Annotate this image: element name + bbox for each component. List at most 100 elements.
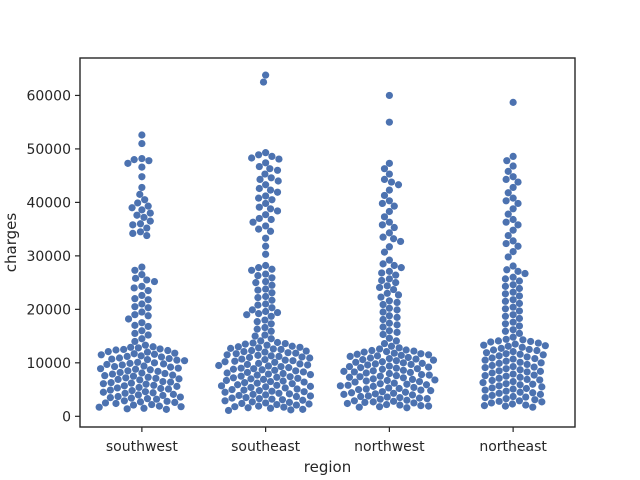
data-point-northwest — [429, 356, 438, 364]
data-point-northeast — [488, 361, 496, 370]
data-point-southeast — [292, 349, 300, 357]
data-point-southwest — [166, 378, 175, 386]
data-point-northwest — [399, 359, 407, 367]
data-point-northeast — [515, 277, 524, 285]
data-point-southwest — [144, 287, 152, 295]
data-point-southeast — [255, 344, 263, 352]
data-point-southeast — [255, 395, 263, 403]
data-point-northeast — [504, 167, 512, 175]
data-point-northwest — [392, 364, 400, 372]
data-point-northeast — [516, 350, 524, 358]
data-point-northwest — [392, 357, 400, 365]
data-point-southeast — [267, 320, 275, 328]
data-point-northwest — [340, 390, 348, 398]
data-point-southwest — [171, 398, 179, 406]
data-point-northeast — [515, 307, 524, 315]
data-point-southeast — [262, 399, 270, 407]
data-point-southeast — [268, 387, 276, 395]
data-point-northwest — [385, 243, 393, 251]
data-point-southwest — [131, 365, 140, 373]
data-point-northwest — [380, 339, 389, 348]
data-point-northwest — [379, 315, 387, 324]
data-point-northwest — [366, 354, 375, 362]
data-point-northeast — [509, 237, 517, 245]
data-point-northeast — [509, 98, 517, 106]
data-point-northwest — [422, 381, 431, 389]
data-point-southwest — [136, 220, 145, 228]
data-point-southwest — [110, 362, 119, 371]
data-point-northwest — [390, 223, 398, 232]
data-point-northeast — [509, 303, 517, 311]
data-point-northeast — [515, 292, 524, 300]
data-point-northeast — [521, 269, 529, 278]
data-point-northwest — [408, 375, 417, 383]
data-point-southeast — [243, 311, 251, 319]
data-point-southwest — [140, 404, 148, 412]
data-point-northwest — [379, 300, 387, 309]
data-point-southeast — [262, 242, 270, 250]
data-point-northwest — [380, 175, 389, 183]
data-point-southeast — [248, 154, 256, 162]
data-point-southeast — [261, 348, 269, 356]
data-point-northwest — [397, 264, 405, 272]
data-point-southeast — [271, 366, 279, 374]
data-point-southwest — [136, 190, 144, 198]
data-point-northwest — [385, 256, 393, 264]
data-point-southwest — [138, 139, 146, 148]
data-point-southeast — [244, 404, 252, 412]
data-point-northeast — [509, 205, 517, 213]
data-point-northeast — [502, 380, 510, 388]
data-point-northeast — [488, 384, 496, 392]
data-point-northeast — [523, 353, 531, 361]
data-point-northwest — [380, 191, 389, 200]
data-point-southeast — [262, 285, 270, 293]
data-point-northwest — [427, 387, 435, 395]
data-point-southwest — [138, 327, 146, 335]
data-point-southwest — [99, 388, 107, 396]
data-point-southeast — [229, 365, 238, 373]
data-point-northwest — [415, 394, 424, 402]
data-point-southeast — [275, 155, 283, 163]
data-points — [95, 71, 549, 415]
data-point-northwest — [417, 402, 425, 410]
data-point-southeast — [254, 272, 262, 280]
data-point-northeast — [488, 376, 496, 385]
data-point-southeast — [275, 389, 283, 397]
data-point-northwest — [375, 283, 384, 292]
data-point-southeast — [267, 215, 275, 224]
data-point-southwest — [130, 350, 138, 358]
data-point-southwest — [114, 392, 122, 401]
data-point-southwest — [150, 350, 159, 358]
data-point-northwest — [383, 282, 391, 290]
data-point-southwest — [101, 399, 110, 407]
data-point-northwest — [390, 379, 398, 387]
data-point-southeast — [261, 331, 269, 339]
data-point-northeast — [509, 377, 517, 386]
data-point-northeast — [529, 389, 537, 397]
data-point-southwest — [144, 322, 152, 331]
data-point-southeast — [255, 359, 263, 367]
data-point-southwest — [138, 131, 146, 139]
data-point-northeast — [479, 379, 487, 387]
y-tick-label: 10000 — [26, 356, 71, 372]
data-point-northwest — [369, 367, 377, 375]
data-point-northeast — [503, 266, 511, 274]
data-point-northeast — [515, 314, 524, 323]
data-point-southwest — [113, 384, 121, 392]
data-point-northeast — [495, 374, 503, 382]
data-point-northwest — [385, 197, 393, 205]
data-point-southwest — [175, 375, 183, 383]
data-point-southeast — [285, 398, 294, 406]
data-point-southwest — [141, 196, 149, 204]
data-point-southeast — [249, 339, 257, 347]
data-point-northwest — [404, 353, 412, 362]
data-point-southeast — [262, 292, 270, 301]
data-point-northeast — [522, 384, 531, 393]
data-point-southwest — [129, 229, 137, 238]
data-point-southeast — [229, 374, 238, 382]
data-point-southeast — [266, 227, 275, 235]
x-axis-label: region — [304, 458, 351, 476]
data-point-southwest — [152, 374, 160, 382]
data-point-southeast — [222, 376, 231, 385]
data-point-northwest — [385, 319, 393, 327]
